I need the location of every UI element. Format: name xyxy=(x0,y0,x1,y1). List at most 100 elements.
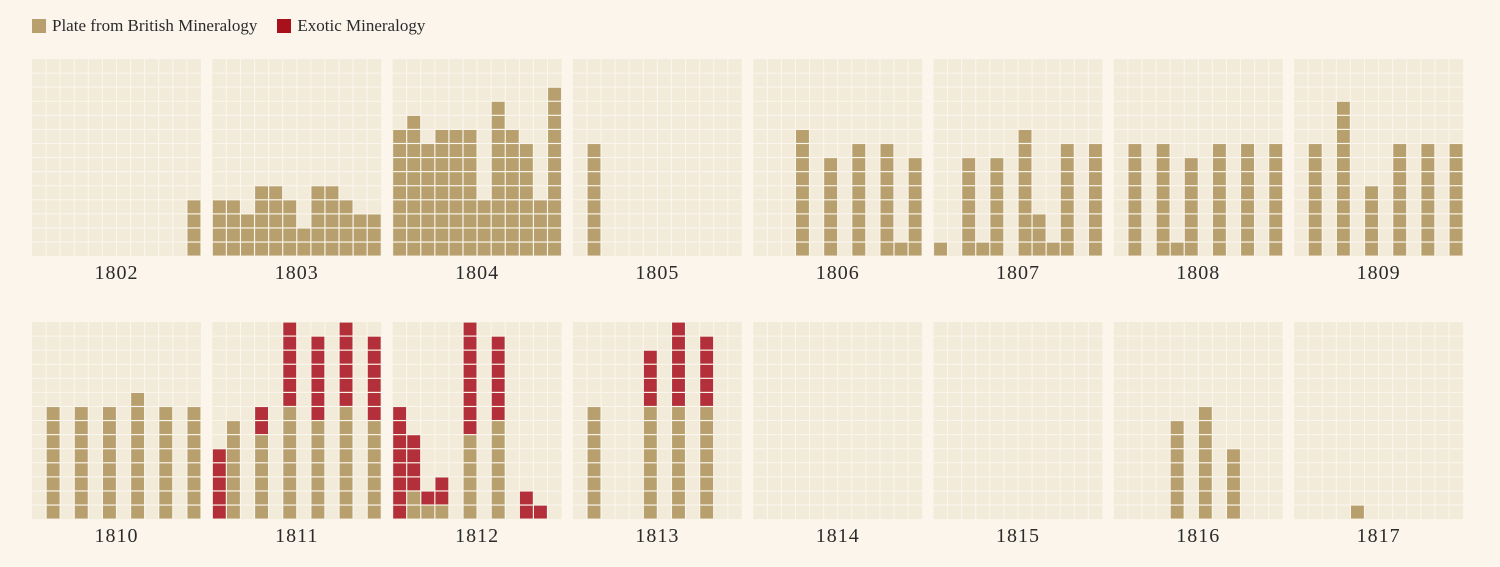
cell-british xyxy=(393,214,407,228)
cell-british xyxy=(367,228,381,242)
cell-british xyxy=(159,463,173,477)
cell-british xyxy=(449,130,463,143)
cell-british xyxy=(700,421,714,435)
year-label: 1815 xyxy=(996,525,1040,547)
cell-british xyxy=(491,172,505,186)
cell-british xyxy=(519,200,533,214)
cell-british xyxy=(505,144,519,157)
cell-british xyxy=(393,200,407,214)
cell-british xyxy=(339,242,353,256)
cell-british xyxy=(796,172,809,186)
cell-british xyxy=(1308,214,1322,228)
panel-grid xyxy=(572,59,742,257)
cell-british xyxy=(962,186,976,200)
cell-british xyxy=(1241,158,1254,172)
cell-british xyxy=(824,228,838,242)
cell-british xyxy=(159,505,173,519)
cell-exotic xyxy=(311,350,325,364)
cell-british xyxy=(297,242,311,256)
legend-item-exotic[interactable]: Exotic Mineralogy xyxy=(277,16,425,36)
cell-british xyxy=(519,158,533,172)
cell-british xyxy=(187,505,201,519)
cell-british xyxy=(1156,228,1170,242)
cell-british xyxy=(212,228,226,242)
cell-exotic xyxy=(435,491,449,505)
cell-british xyxy=(1421,200,1435,214)
cell-exotic xyxy=(407,477,421,491)
cell-british xyxy=(283,214,297,228)
cell-british xyxy=(311,477,325,491)
cell-british xyxy=(339,505,353,519)
cell-british xyxy=(1018,242,1032,256)
cell-british xyxy=(463,463,477,477)
cell-british xyxy=(880,214,894,228)
panel-grid xyxy=(1294,59,1464,257)
cell-british xyxy=(852,186,866,200)
cell-british xyxy=(1365,228,1378,242)
cell-british xyxy=(367,242,381,256)
cell-british xyxy=(505,158,519,172)
cell-british xyxy=(339,463,353,477)
cell-exotic xyxy=(283,322,297,336)
cell-british xyxy=(463,491,477,505)
cell-british xyxy=(407,115,421,129)
cell-british xyxy=(587,477,601,491)
cell-british xyxy=(407,144,421,157)
cell-british xyxy=(1018,144,1032,157)
cell-british xyxy=(477,200,491,214)
cell-british xyxy=(880,228,894,242)
cell-british xyxy=(1198,463,1212,477)
panel-grid xyxy=(1113,59,1283,257)
cell-british xyxy=(1449,214,1463,228)
cell-exotic xyxy=(367,364,381,378)
cell-british xyxy=(880,200,894,214)
cell-british xyxy=(796,144,809,157)
cell-british xyxy=(421,158,435,172)
cell-british xyxy=(463,144,477,157)
year-label: 1804 xyxy=(455,262,499,284)
cell-british xyxy=(311,214,325,228)
cell-british xyxy=(449,242,463,256)
cell-british xyxy=(367,435,381,449)
year-panel-1811: 1811 xyxy=(212,322,382,547)
cell-british xyxy=(491,435,505,449)
cell-exotic xyxy=(339,393,353,406)
cell-british xyxy=(796,158,809,172)
cell-british xyxy=(421,172,435,186)
cell-british xyxy=(1227,449,1240,463)
year-label: 1805 xyxy=(635,262,679,284)
cell-british xyxy=(1241,186,1254,200)
legend-item-british[interactable]: Plate from British Mineralogy xyxy=(32,16,257,36)
cell-british xyxy=(131,407,145,420)
cell-exotic xyxy=(212,491,226,505)
cell-british xyxy=(1241,228,1254,242)
cell-british xyxy=(587,200,601,214)
cell-exotic xyxy=(534,505,547,519)
cell-british xyxy=(491,463,505,477)
cell-british xyxy=(46,449,60,463)
cell-british xyxy=(283,449,297,463)
cell-british xyxy=(852,214,866,228)
cell-british xyxy=(1227,491,1240,505)
cell-british xyxy=(255,200,269,214)
cell-british xyxy=(421,214,435,228)
cell-british xyxy=(519,144,533,157)
cell-exotic xyxy=(643,393,657,406)
cell-british xyxy=(255,477,269,491)
cell-british xyxy=(643,407,657,420)
cell-british xyxy=(1241,200,1254,214)
cell-british xyxy=(643,435,657,449)
cell-exotic xyxy=(339,378,353,392)
cell-british xyxy=(1156,242,1170,256)
cell-british xyxy=(519,228,533,242)
cell-exotic xyxy=(463,407,477,420)
cell-british xyxy=(421,144,435,157)
cell-british xyxy=(1170,505,1184,519)
cell-british xyxy=(393,130,407,143)
cell-british xyxy=(1198,435,1212,449)
cell-exotic xyxy=(672,322,685,336)
cell-british xyxy=(548,200,561,214)
cell-british xyxy=(283,407,297,420)
cell-british xyxy=(297,228,311,242)
cell-british xyxy=(1018,158,1032,172)
